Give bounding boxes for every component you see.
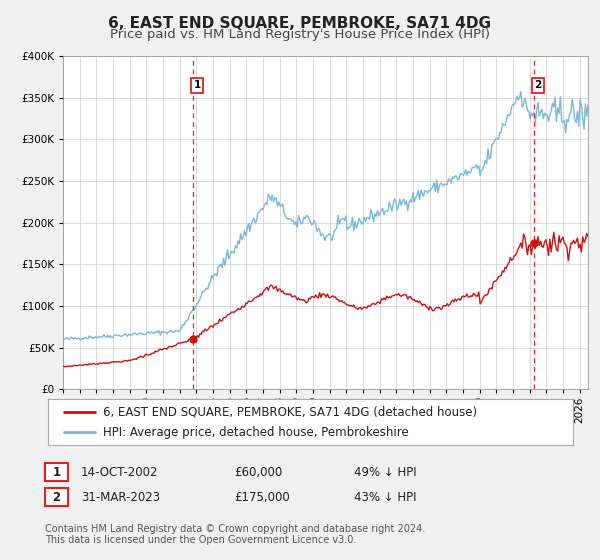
Text: 14-OCT-2002: 14-OCT-2002 — [81, 465, 158, 479]
Text: 2: 2 — [52, 491, 61, 504]
Text: 1: 1 — [193, 80, 200, 90]
Text: 43% ↓ HPI: 43% ↓ HPI — [354, 491, 416, 504]
Text: 1: 1 — [52, 465, 61, 479]
Text: 31-MAR-2023: 31-MAR-2023 — [81, 491, 160, 504]
Text: Price paid vs. HM Land Registry's House Price Index (HPI): Price paid vs. HM Land Registry's House … — [110, 28, 490, 41]
Text: 49% ↓ HPI: 49% ↓ HPI — [354, 465, 416, 479]
Text: 6, EAST END SQUARE, PEMBROKE, SA71 4DG (detached house): 6, EAST END SQUARE, PEMBROKE, SA71 4DG (… — [103, 405, 477, 419]
Text: 6, EAST END SQUARE, PEMBROKE, SA71 4DG: 6, EAST END SQUARE, PEMBROKE, SA71 4DG — [109, 16, 491, 31]
Text: £60,000: £60,000 — [234, 465, 282, 479]
Text: Contains HM Land Registry data © Crown copyright and database right 2024.
This d: Contains HM Land Registry data © Crown c… — [45, 524, 425, 545]
Text: 2: 2 — [535, 80, 542, 90]
Text: £175,000: £175,000 — [234, 491, 290, 504]
Text: HPI: Average price, detached house, Pembrokeshire: HPI: Average price, detached house, Pemb… — [103, 426, 409, 439]
